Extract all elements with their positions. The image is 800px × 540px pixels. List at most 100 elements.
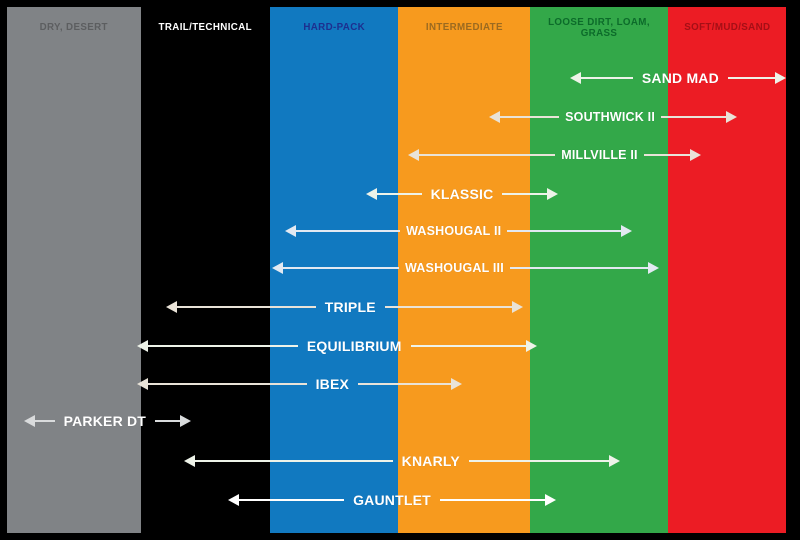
arrow-shaft-right [727, 77, 777, 79]
arrow-head-left-icon [285, 225, 296, 237]
column-header-dry-desert: DRY, DESERT [7, 7, 141, 48]
arrow-shaft-right [502, 193, 549, 195]
range-arrow-left [166, 296, 316, 318]
arrow-shaft-right [509, 267, 650, 269]
arrow-shaft-left [375, 193, 422, 195]
range-arrow-left [570, 67, 633, 89]
terrain-column-loose-dirt [530, 7, 668, 533]
arrow-shaft-right [384, 306, 514, 308]
range-arrow-right [661, 106, 737, 128]
arrow-head-right-icon [774, 72, 786, 84]
tire-model-label: PARKER DT [63, 413, 147, 429]
tire-model-label: WASHOUGAL III [405, 261, 504, 275]
tire-range-row: KNARLY [184, 450, 620, 472]
range-arrow-left [137, 373, 307, 395]
tire-range-row: EQUILIBRIUM [137, 335, 537, 357]
range-arrow-right [384, 296, 523, 318]
tire-model-label: EQUILIBRIUM [306, 338, 402, 354]
arrow-head-left-icon [24, 415, 35, 427]
arrow-shaft-left [579, 77, 633, 79]
arrow-head-left-icon [366, 188, 377, 200]
column-header-soft-mud-sand: SOFT/MUD/SAND [668, 7, 786, 48]
range-arrow-right [155, 410, 191, 432]
arrow-head-left-icon [228, 494, 239, 506]
arrow-head-right-icon [726, 111, 737, 123]
range-arrow-left [489, 106, 560, 128]
arrow-head-right-icon [511, 301, 523, 313]
tire-range-row: IBEX [137, 373, 462, 395]
arrow-head-right-icon [620, 225, 632, 237]
arrow-head-right-icon [544, 494, 556, 506]
column-header-loose-dirt: LOOSE DIRT, LOAM, GRASS [530, 7, 668, 48]
range-arrow-right [507, 220, 632, 242]
terrain-column-hard-pack [270, 7, 398, 533]
arrow-shaft-right [643, 154, 692, 156]
arrow-shaft-left [294, 230, 401, 232]
arrow-shaft-right [439, 499, 547, 501]
tire-model-label: SOUTHWICK II [565, 110, 656, 124]
range-arrow-right [509, 257, 659, 279]
arrow-head-left-icon [489, 111, 500, 123]
terrain-header-band: DRY, DESERT TRAIL/TECHNICAL HARD-PACK INTER… [0, 7, 800, 48]
terrain-column-soft-mud-sand [668, 7, 786, 533]
arrow-head-left-icon [137, 340, 148, 352]
column-header-trail: TRAIL/TECHNICAL [141, 7, 270, 48]
arrow-head-right-icon [525, 340, 537, 352]
tire-range-row: WASHOUGAL II [285, 220, 632, 242]
arrow-head-left-icon [137, 378, 148, 390]
terrain-column-intermediate [398, 7, 530, 533]
tire-model-label: KLASSIC [430, 186, 494, 202]
tire-model-label: KNARLY [401, 453, 460, 469]
tire-range-row: SOUTHWICK II [489, 106, 737, 128]
arrow-head-right-icon [179, 415, 191, 427]
arrow-shaft-left [146, 345, 298, 347]
range-arrow-left [285, 220, 401, 242]
range-arrow-left [228, 489, 345, 511]
range-arrow-right [358, 373, 462, 395]
column-header-label: LOOSE DIRT, LOAM, GRASS [548, 15, 650, 39]
tire-range-row: MILLVILLE II [408, 144, 701, 166]
terrain-column-trail [141, 7, 270, 533]
range-arrow-left [408, 144, 556, 166]
range-arrow-right [643, 144, 701, 166]
range-arrow-right [502, 183, 558, 205]
arrow-shaft-left [417, 154, 556, 156]
range-arrow-right [439, 489, 556, 511]
arrow-shaft-right [358, 383, 453, 385]
range-arrow-right [410, 335, 537, 357]
arrow-shaft-right [661, 116, 728, 118]
arrow-shaft-left [498, 116, 560, 118]
tire-model-label: MILLVILLE II [561, 148, 638, 162]
range-arrow-left [366, 183, 422, 205]
column-header-label: DRY, DESERT [39, 21, 109, 34]
arrow-head-left-icon [570, 72, 581, 84]
arrow-head-right-icon [647, 262, 659, 274]
tire-model-label: IBEX [315, 376, 350, 392]
arrow-head-right-icon [546, 188, 558, 200]
arrow-shaft-left [175, 306, 316, 308]
arrow-head-left-icon [166, 301, 177, 313]
tire-model-label: GAUNTLET [353, 492, 431, 508]
tire-range-row: KLASSIC [366, 183, 558, 205]
arrow-shaft-right [155, 420, 182, 422]
arrow-head-right-icon [689, 149, 701, 161]
arrow-shaft-right [468, 460, 611, 462]
tire-model-label: SAND MAD [641, 70, 719, 86]
column-header-label: SOFT/MUD/SAND [683, 21, 771, 34]
column-header-label: HARD-PACK [303, 21, 365, 34]
range-arrow-left [272, 257, 399, 279]
arrow-shaft-left [193, 460, 393, 462]
column-header-hard-pack: HARD-PACK [270, 7, 398, 48]
arrow-shaft-right [507, 230, 623, 232]
column-header-label: INTERMEDIATE [425, 21, 503, 34]
arrow-head-left-icon [408, 149, 419, 161]
arrow-head-right-icon [450, 378, 462, 390]
tire-model-label: WASHOUGAL II [406, 224, 502, 238]
tire-range-row: PARKER DT [24, 410, 191, 432]
arrow-head-left-icon [184, 455, 195, 467]
range-arrow-right [727, 67, 786, 89]
arrow-head-left-icon [272, 262, 283, 274]
column-header-label: TRAIL/TECHNICAL [158, 21, 253, 34]
tire-range-row: WASHOUGAL III [272, 257, 659, 279]
